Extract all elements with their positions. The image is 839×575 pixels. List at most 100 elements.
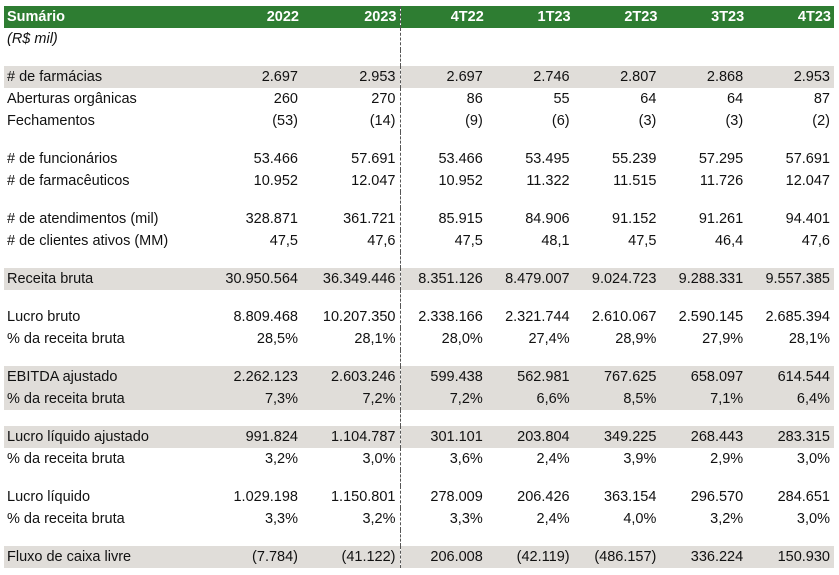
cell: 91.152 (612, 211, 657, 227)
row-label: Aberturas orgânicas (7, 91, 137, 107)
table-row: % da receita bruta 3,2% 3,0% 3,6% 2,4% 3… (4, 448, 834, 470)
cell: (2) (812, 113, 830, 129)
cell: 562.981 (486, 366, 574, 388)
cell: 283.315 (747, 426, 834, 448)
cell: 55 (553, 91, 570, 107)
row-label: Receita bruta (4, 268, 204, 290)
table-row: Fluxo de caixa livre (7.784) (41.122) 20… (4, 546, 834, 568)
cell: 203.804 (486, 426, 574, 448)
cell: 28,0% (399, 328, 487, 350)
cell: 9.024.723 (573, 268, 661, 290)
cell: 2.610.067 (591, 309, 657, 325)
table-row: # de farmacêuticos 10.952 12.047 10.952 … (4, 170, 834, 192)
table-row: Lucro líquido 1.029.198 1.150.801 278.00… (4, 486, 834, 508)
cell: 47,5 (269, 233, 298, 249)
row-label: Lucro líquido ajustado (4, 426, 204, 448)
cell: 57.691 (785, 151, 830, 167)
cell: 2.685.394 (765, 309, 830, 325)
cell: 10.207.350 (322, 309, 396, 325)
table-title: Sumário (4, 6, 204, 28)
table-row: # de clientes ativos (MM) 47,5 47,6 47,5… (4, 230, 834, 252)
table-row: Lucro líquido ajustado 991.824 1.104.787… (4, 426, 834, 448)
cell: 10.952 (253, 173, 298, 189)
cell: 94.401 (785, 211, 830, 227)
cell: (3) (638, 113, 657, 129)
cell: 206.008 (399, 546, 487, 568)
cell: 301.101 (399, 426, 487, 448)
column-header-2023: 2023 (302, 6, 400, 28)
table-row: EBITDA ajustado 2.262.123 2.603.246 599.… (4, 366, 834, 388)
cell: 46,4 (714, 233, 744, 249)
cell: 9.557.385 (747, 268, 834, 290)
cell: 3,0% (796, 451, 830, 467)
table-row: % da receita bruta 3,3% 3,2% 3,3% 2,4% 4… (4, 508, 834, 530)
cell: 11.726 (699, 173, 744, 189)
cell: 7,2% (399, 388, 487, 410)
cell: (6) (551, 113, 570, 129)
cell: 11.515 (613, 173, 657, 189)
cell: (42.119) (486, 546, 574, 568)
column-header-2t23: 2T23 (573, 6, 661, 28)
cell: 28,1% (788, 331, 830, 347)
cell: 3,0% (796, 511, 830, 527)
cell: 3,9% (623, 451, 657, 467)
cell: 2.321.744 (505, 309, 570, 325)
cell: 12.047 (351, 173, 396, 189)
cell: (7.784) (204, 546, 302, 568)
row-label: Lucro bruto (7, 309, 81, 325)
row-label: Fluxo de caixa livre (4, 546, 204, 568)
row-label: % da receita bruta (7, 511, 125, 527)
cell: 53.495 (525, 151, 570, 167)
cell: 2.697 (399, 66, 487, 88)
cell: 30.950.564 (204, 268, 302, 290)
cell: 47,5 (628, 233, 657, 249)
cell: 48,1 (541, 233, 570, 249)
cell: 2.697 (204, 66, 302, 88)
row-label: % da receita bruta (7, 451, 125, 467)
cell: 2,9% (710, 451, 744, 467)
column-header-4t23: 4T23 (747, 6, 834, 28)
cell: 91.261 (698, 211, 744, 227)
cell: 3,2% (710, 511, 744, 527)
column-header-4t22: 4T22 (399, 6, 487, 28)
cell: 55.239 (612, 151, 657, 167)
cell: 11.322 (526, 173, 570, 189)
cell: 361.721 (343, 211, 396, 227)
row-label: # de atendimentos (mil) (7, 211, 159, 227)
table-row: Fechamentos (53) (14) (9) (6) (3) (3) (2… (4, 110, 834, 132)
row-label: # de clientes ativos (MM) (7, 233, 169, 249)
cell: 614.544 (747, 366, 834, 388)
cell: 87 (813, 91, 830, 107)
cell: 8.809.468 (233, 309, 298, 325)
cell: 767.625 (573, 366, 661, 388)
cell: 10.952 (399, 170, 487, 192)
cell: 363.154 (603, 489, 657, 505)
cell: 2.868 (660, 66, 748, 88)
cell: 2.262.123 (204, 366, 302, 388)
summary-table: Sumário 2022 2023 4T22 1T23 2T23 3T23 4T… (4, 6, 834, 568)
cell: 1.029.198 (233, 489, 298, 505)
cell: 27,4% (528, 331, 570, 347)
cell: 206.426 (517, 489, 570, 505)
units-row: (R$ mil) (4, 28, 834, 50)
row-label: Lucro líquido (7, 489, 91, 505)
cell: 2.603.246 (302, 366, 400, 388)
cell: 28,5% (256, 331, 298, 347)
cell: 278.009 (399, 486, 487, 508)
cell: (41.122) (302, 546, 400, 568)
row-label: # de farmácias (4, 66, 204, 88)
units-label: (R$ mil) (7, 31, 58, 47)
cell: (486.157) (573, 546, 661, 568)
table-row: Aberturas orgânicas 260 270 86 55 64 64 … (4, 88, 834, 110)
column-header-1t23: 1T23 (486, 6, 574, 28)
cell: 2.807 (573, 66, 661, 88)
cell: 8,5% (573, 388, 661, 410)
cell: 2.953 (302, 66, 400, 88)
cell: 296.570 (690, 489, 744, 505)
cell: 9.288.331 (660, 268, 748, 290)
column-header-3t23: 3T23 (660, 6, 748, 28)
column-header-2022: 2022 (204, 6, 302, 28)
cell: 2,4% (536, 451, 570, 467)
cell: 7,2% (302, 388, 400, 410)
